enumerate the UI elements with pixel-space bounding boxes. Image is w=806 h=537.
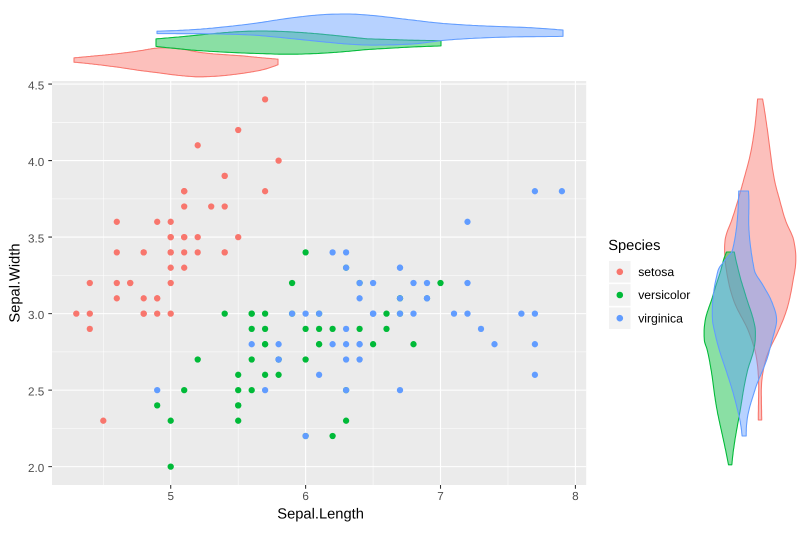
- svg-text:Species: Species: [608, 238, 660, 254]
- svg-text:Sepal.Width: Sepal.Width: [8, 243, 24, 322]
- svg-text:4.0: 4.0: [28, 156, 45, 169]
- svg-text:5: 5: [167, 490, 174, 503]
- svg-text:6: 6: [302, 490, 309, 503]
- svg-text:virginica: virginica: [638, 311, 683, 325]
- svg-text:7: 7: [437, 490, 444, 503]
- svg-text:setosa: setosa: [638, 265, 674, 279]
- svg-text:Sepal.Length: Sepal.Length: [277, 507, 364, 523]
- svg-text:2.0: 2.0: [28, 462, 45, 475]
- svg-text:2.5: 2.5: [28, 386, 45, 399]
- svg-text:8: 8: [572, 490, 579, 503]
- svg-text:3.5: 3.5: [28, 233, 45, 246]
- svg-text:4.5: 4.5: [28, 80, 45, 93]
- svg-text:versicolor: versicolor: [638, 288, 690, 302]
- svg-text:3.0: 3.0: [28, 309, 45, 322]
